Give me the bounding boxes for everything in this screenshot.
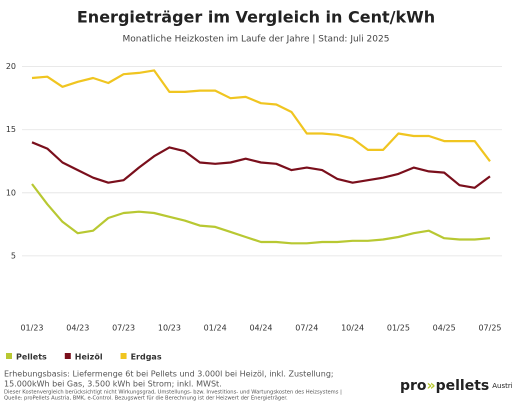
legend-swatch bbox=[64, 353, 71, 359]
x-tick-label: 04/25 bbox=[433, 324, 456, 333]
x-tick-label: 04/23 bbox=[66, 324, 89, 333]
x-tick-label: 01/24 bbox=[204, 324, 227, 333]
footnote: 15.000kWh bei Gas, 3.500 kWh bei Strom; … bbox=[4, 380, 222, 389]
legend-swatch bbox=[6, 353, 12, 359]
footnote: Erhebungsbasis: Liefermenge 6t bei Pelle… bbox=[4, 370, 334, 379]
x-tick-label: 10/23 bbox=[158, 324, 181, 333]
y-tick-label: 5 bbox=[11, 251, 16, 260]
chart-title: Energieträger im Vergleich in Cent/kWh bbox=[77, 8, 435, 27]
y-tick-label: 20 bbox=[6, 62, 16, 71]
x-tick-label: 07/25 bbox=[478, 324, 501, 333]
footnote: Quelle: proPellets Austria, BMK, e-Contr… bbox=[4, 396, 288, 402]
footnote: Dieser Kostenvergleich berücksichtigt ni… bbox=[4, 390, 342, 396]
chart-subtitle: Monatliche Heizkosten im Laufe der Jahre… bbox=[123, 35, 390, 45]
x-tick-label: 10/24 bbox=[341, 324, 364, 333]
line-series bbox=[31, 183, 491, 245]
legend-label: Erdgas bbox=[131, 353, 162, 362]
legend-swatch bbox=[120, 353, 127, 359]
line-series bbox=[31, 69, 491, 162]
x-tick-label: 04/24 bbox=[249, 324, 272, 333]
logo: pro»pelletsAustria bbox=[400, 378, 512, 394]
y-tick-label: 10 bbox=[6, 188, 16, 197]
legend-label: Pellets bbox=[16, 353, 47, 362]
x-tick-label: 01/25 bbox=[387, 324, 410, 333]
y-tick-label: 15 bbox=[6, 125, 16, 134]
x-tick-label: 01/23 bbox=[20, 324, 43, 333]
legend-label: Heizöl bbox=[75, 353, 103, 362]
line-series bbox=[31, 141, 491, 189]
x-tick-label: 07/23 bbox=[112, 324, 135, 333]
x-tick-label: 07/24 bbox=[295, 324, 318, 333]
